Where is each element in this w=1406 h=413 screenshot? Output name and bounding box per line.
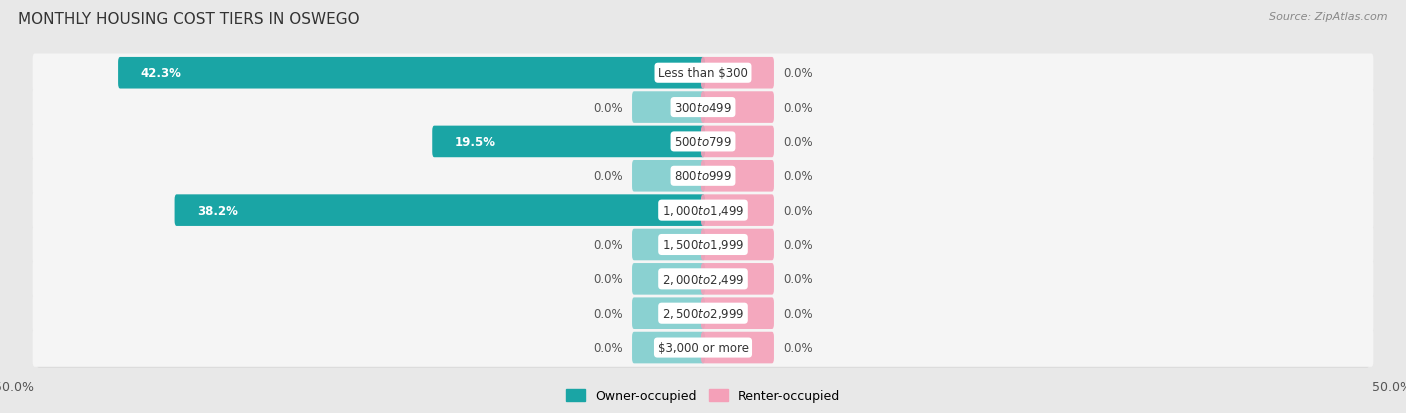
FancyBboxPatch shape bbox=[32, 328, 1374, 367]
Text: $1,000 to $1,499: $1,000 to $1,499 bbox=[662, 204, 744, 218]
Text: 19.5%: 19.5% bbox=[456, 135, 496, 149]
Text: $2,000 to $2,499: $2,000 to $2,499 bbox=[662, 272, 744, 286]
Text: 0.0%: 0.0% bbox=[783, 273, 813, 286]
Text: Source: ZipAtlas.com: Source: ZipAtlas.com bbox=[1270, 12, 1388, 22]
FancyBboxPatch shape bbox=[702, 126, 773, 158]
FancyBboxPatch shape bbox=[702, 263, 773, 295]
FancyBboxPatch shape bbox=[633, 298, 704, 329]
Text: Less than $300: Less than $300 bbox=[658, 67, 748, 80]
FancyBboxPatch shape bbox=[37, 261, 1369, 299]
Text: 0.0%: 0.0% bbox=[783, 67, 813, 80]
FancyBboxPatch shape bbox=[32, 226, 1374, 264]
FancyBboxPatch shape bbox=[37, 330, 1369, 368]
Text: 0.0%: 0.0% bbox=[593, 170, 623, 183]
FancyBboxPatch shape bbox=[37, 295, 1369, 334]
Text: 0.0%: 0.0% bbox=[783, 341, 813, 354]
FancyBboxPatch shape bbox=[633, 332, 704, 363]
FancyBboxPatch shape bbox=[702, 92, 773, 123]
Text: 0.0%: 0.0% bbox=[783, 101, 813, 114]
FancyBboxPatch shape bbox=[37, 192, 1369, 231]
Text: 0.0%: 0.0% bbox=[593, 238, 623, 252]
Text: 0.0%: 0.0% bbox=[783, 307, 813, 320]
Text: 0.0%: 0.0% bbox=[783, 238, 813, 252]
FancyBboxPatch shape bbox=[702, 298, 773, 329]
Text: 0.0%: 0.0% bbox=[593, 273, 623, 286]
FancyBboxPatch shape bbox=[702, 58, 773, 89]
FancyBboxPatch shape bbox=[118, 58, 704, 89]
FancyBboxPatch shape bbox=[37, 124, 1369, 162]
FancyBboxPatch shape bbox=[702, 195, 773, 226]
FancyBboxPatch shape bbox=[633, 161, 704, 192]
Text: $800 to $999: $800 to $999 bbox=[673, 170, 733, 183]
FancyBboxPatch shape bbox=[32, 89, 1374, 127]
Text: 0.0%: 0.0% bbox=[593, 341, 623, 354]
FancyBboxPatch shape bbox=[633, 229, 704, 261]
Text: 0.0%: 0.0% bbox=[783, 204, 813, 217]
FancyBboxPatch shape bbox=[633, 263, 704, 295]
Text: $300 to $499: $300 to $499 bbox=[673, 101, 733, 114]
FancyBboxPatch shape bbox=[32, 55, 1374, 93]
Text: MONTHLY HOUSING COST TIERS IN OSWEGO: MONTHLY HOUSING COST TIERS IN OSWEGO bbox=[18, 12, 360, 27]
FancyBboxPatch shape bbox=[174, 195, 704, 226]
Legend: Owner-occupied, Renter-occupied: Owner-occupied, Renter-occupied bbox=[561, 385, 845, 407]
Text: 38.2%: 38.2% bbox=[197, 204, 238, 217]
FancyBboxPatch shape bbox=[32, 260, 1374, 298]
FancyBboxPatch shape bbox=[702, 229, 773, 261]
FancyBboxPatch shape bbox=[37, 55, 1369, 94]
Text: $1,500 to $1,999: $1,500 to $1,999 bbox=[662, 238, 744, 252]
FancyBboxPatch shape bbox=[432, 126, 704, 158]
FancyBboxPatch shape bbox=[32, 294, 1374, 332]
Text: 0.0%: 0.0% bbox=[593, 101, 623, 114]
FancyBboxPatch shape bbox=[32, 192, 1374, 230]
FancyBboxPatch shape bbox=[32, 123, 1374, 161]
Text: $3,000 or more: $3,000 or more bbox=[658, 341, 748, 354]
Text: $500 to $799: $500 to $799 bbox=[673, 135, 733, 149]
FancyBboxPatch shape bbox=[37, 158, 1369, 197]
Text: 42.3%: 42.3% bbox=[141, 67, 181, 80]
Text: 0.0%: 0.0% bbox=[783, 170, 813, 183]
Text: 0.0%: 0.0% bbox=[783, 135, 813, 149]
FancyBboxPatch shape bbox=[702, 332, 773, 363]
FancyBboxPatch shape bbox=[633, 92, 704, 123]
FancyBboxPatch shape bbox=[37, 227, 1369, 265]
Text: $2,500 to $2,999: $2,500 to $2,999 bbox=[662, 306, 744, 320]
Text: 0.0%: 0.0% bbox=[593, 307, 623, 320]
FancyBboxPatch shape bbox=[32, 157, 1374, 195]
FancyBboxPatch shape bbox=[37, 90, 1369, 128]
FancyBboxPatch shape bbox=[702, 161, 773, 192]
